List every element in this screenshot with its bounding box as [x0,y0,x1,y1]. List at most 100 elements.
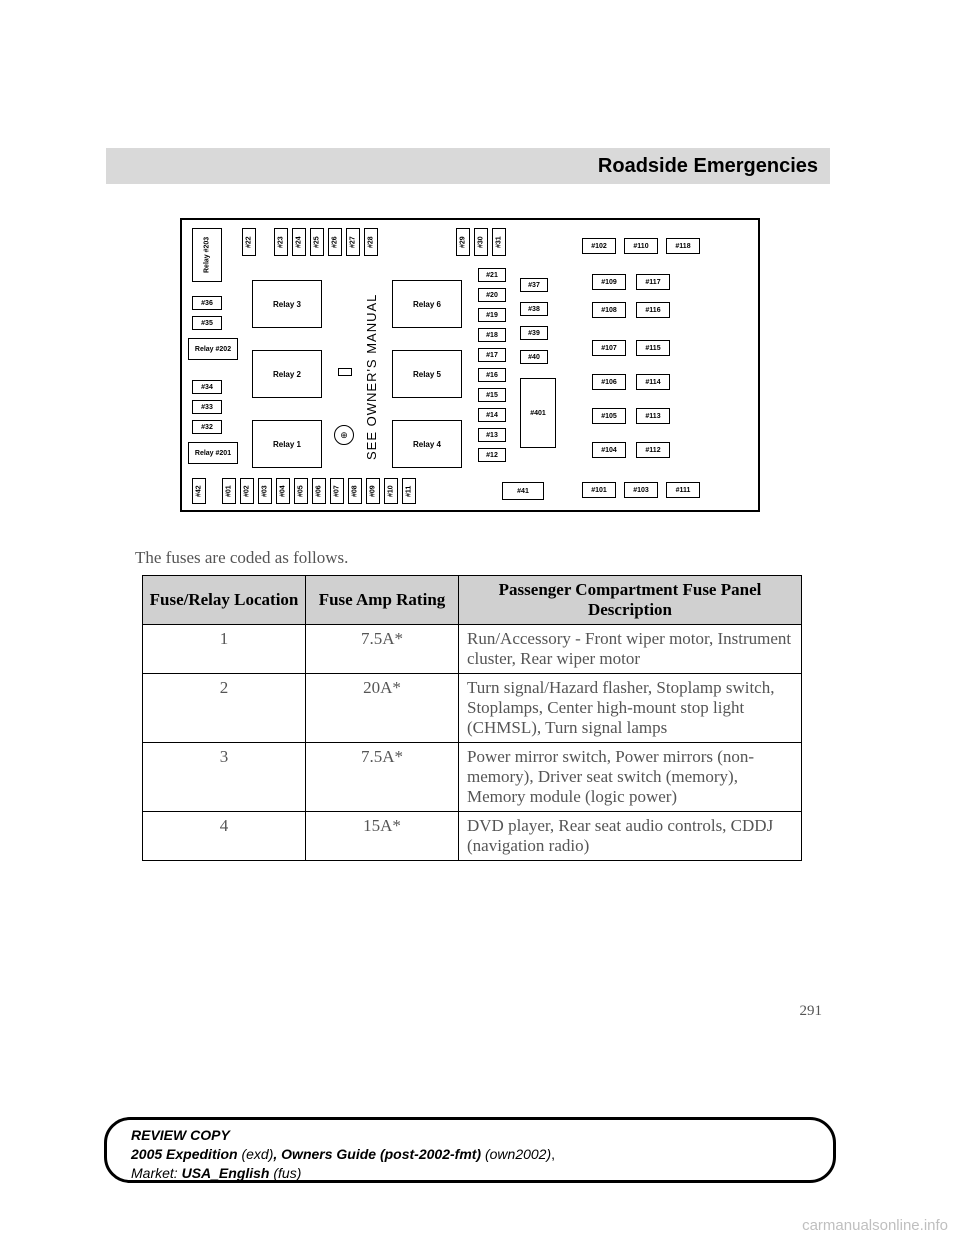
fuse-117: #117 [636,274,670,290]
footer-code1: (exd) [238,1146,274,1162]
fuse-11: #11 [402,478,416,504]
fuse-116: #116 [636,302,670,318]
fuse-34: #34 [192,380,222,394]
fuse-33: #33 [192,400,222,414]
fuse-35: #35 [192,316,222,330]
fuse-17: #17 [478,348,506,362]
cell-loc: 4 [143,812,306,861]
relay-202: Relay #202 [188,338,238,360]
fuse-110: #110 [624,238,658,254]
fuse-41: #41 [502,482,544,500]
fuse-118: #118 [666,238,700,254]
fuse-27: #27 [346,228,360,256]
table-row: 2 20A* Turn signal/Hazard flasher, Stopl… [143,674,802,743]
cell-rating: 7.5A* [306,625,459,674]
cell-desc: Turn signal/Hazard flasher, Stoplamp swi… [459,674,802,743]
small-rect-icon [338,368,352,376]
fuse-20: #20 [478,288,506,302]
relay-4: Relay 4 [392,420,462,468]
th-desc: Passenger Compartment Fuse Panel Descrip… [459,576,802,625]
fuse-04: #04 [276,478,290,504]
fuse-18: #18 [478,328,506,342]
fuse-26: #26 [328,228,342,256]
table-row: 1 7.5A* Run/Accessory - Front wiper moto… [143,625,802,674]
fuse-table: Fuse/Relay Location Fuse Amp Rating Pass… [142,575,802,861]
th-rating: Fuse Amp Rating [306,576,459,625]
footer-model: 2005 Expedition [131,1146,238,1162]
fuse-32: #32 [192,420,222,434]
relay-2: Relay 2 [252,350,322,398]
footer-market-code: (fus) [269,1165,301,1181]
relay-6: Relay 6 [392,280,462,328]
fuse-diagram: Relay #203 #22 #23 #24 #25 #26 #27 #28 #… [180,218,760,512]
fuse-107: #107 [592,340,626,356]
fuse-113: #113 [636,408,670,424]
fuse-23: #23 [274,228,288,256]
fuse-115: #115 [636,340,670,356]
section-header: Roadside Emergencies [106,148,830,184]
cell-desc: DVD player, Rear seat audio controls, CD… [459,812,802,861]
fuse-13: #13 [478,428,506,442]
cell-rating: 15A* [306,812,459,861]
footer-line3: Market: USA_English (fus) [131,1164,809,1183]
fuse-30: #30 [474,228,488,256]
fuse-102: #102 [582,238,616,254]
fuse-105: #105 [592,408,626,424]
fuse-06: #06 [312,478,326,504]
fuse-21: #21 [478,268,506,282]
fuse-02: #02 [240,478,254,504]
relay-3: Relay 3 [252,280,322,328]
fuse-07: #07 [330,478,344,504]
page-number: 291 [800,1003,823,1020]
fuse-104: #104 [592,442,626,458]
fuse-106: #106 [592,374,626,390]
cell-loc: 3 [143,743,306,812]
fuse-29: #29 [456,228,470,256]
cell-loc: 2 [143,674,306,743]
fuse-14: #14 [478,408,506,422]
fuse-09: #09 [366,478,380,504]
cell-rating: 7.5A* [306,743,459,812]
footer-market-label: Market: [131,1165,182,1181]
fuse-42: #42 [192,478,206,504]
footer-guide: , Owners Guide (post-2002-fmt) [273,1146,481,1162]
footer-line2: 2005 Expedition (exd), Owners Guide (pos… [131,1145,809,1164]
fuse-101: #101 [582,482,616,498]
fuse-109: #109 [592,274,626,290]
fuse-114: #114 [636,374,670,390]
fuse-36: #36 [192,296,222,310]
fuse-40: #40 [520,350,548,364]
cell-loc: 1 [143,625,306,674]
fuse-19: #19 [478,308,506,322]
relay-201: Relay #201 [188,442,238,464]
fuse-05: #05 [294,478,308,504]
footer-comma: , [551,1146,555,1162]
relay-1: Relay 1 [252,420,322,468]
table-row: 4 15A* DVD player, Rear seat audio contr… [143,812,802,861]
fuse-112: #112 [636,442,670,458]
cell-desc: Power mirror switch, Power mirrors (non-… [459,743,802,812]
fuse-24: #24 [292,228,306,256]
fuse-103: #103 [624,482,658,498]
footer-line1: REVIEW COPY [131,1126,809,1145]
fuse-38: #38 [520,302,548,316]
circle-icon: ⊕ [334,425,354,445]
fuse-401: #401 [520,378,556,448]
footer-code2: (own2002) [481,1146,551,1162]
fuse-31: #31 [492,228,506,256]
fuse-12: #12 [478,448,506,462]
cell-rating: 20A* [306,674,459,743]
watermark: carmanualsonline.info [802,1217,948,1234]
fuse-01: #01 [222,478,236,504]
fuse-08: #08 [348,478,362,504]
fuse-03: #03 [258,478,272,504]
fuse-111: #111 [666,482,700,498]
footer-box: REVIEW COPY 2005 Expedition (exd), Owner… [104,1117,836,1183]
intro-text: The fuses are coded as follows. [135,548,348,568]
footer-market: USA_English [182,1165,270,1181]
relay-5: Relay 5 [392,350,462,398]
cell-desc: Run/Accessory - Front wiper motor, Instr… [459,625,802,674]
fuse-15: #15 [478,388,506,402]
fuse-25: #25 [310,228,324,256]
owners-manual-label: SEE OWNER'S MANUAL [364,280,379,460]
